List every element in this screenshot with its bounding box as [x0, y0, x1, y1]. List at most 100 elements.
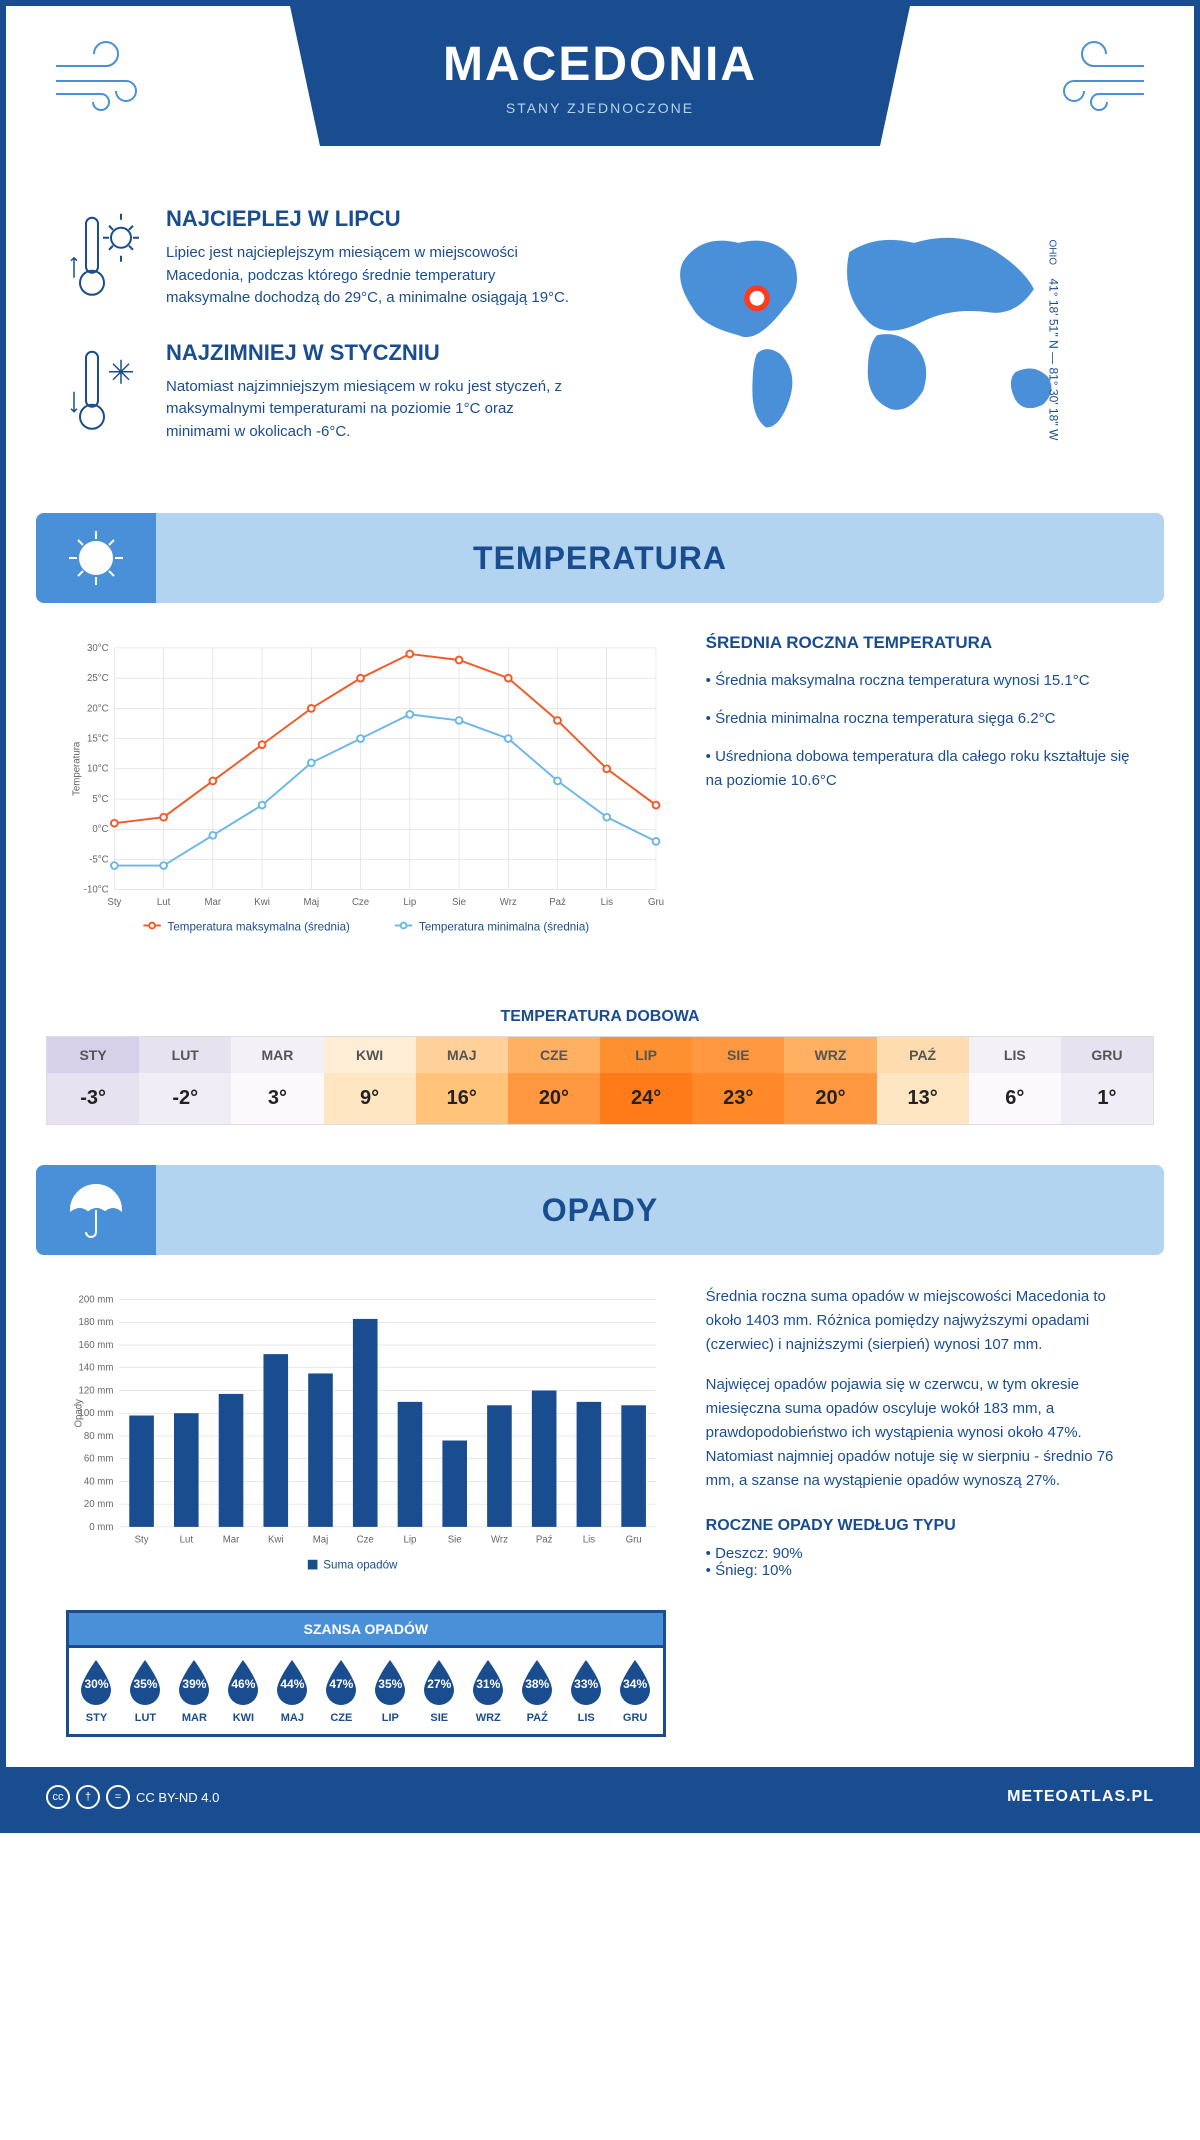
daily-value: 23°	[692, 1073, 784, 1124]
thermometer-hot-icon	[66, 206, 146, 310]
chance-cell: 34% GRU	[612, 1658, 659, 1724]
daily-month: CZE	[508, 1037, 600, 1073]
drop-icon: 34%	[614, 1658, 656, 1706]
svg-text:10°C: 10°C	[87, 764, 109, 775]
chance-value: 34%	[623, 1677, 647, 1691]
svg-text:Cze: Cze	[357, 1534, 374, 1545]
chance-cell: 35% LUT	[122, 1658, 169, 1724]
precip-chart-box: 0 mm20 mm40 mm60 mm80 mm100 mm120 mm140 …	[66, 1285, 666, 1737]
svg-text:120 mm: 120 mm	[79, 1385, 114, 1396]
chance-cell: 46% KWI	[220, 1658, 267, 1724]
svg-text:20°C: 20°C	[87, 703, 109, 714]
svg-text:40 mm: 40 mm	[84, 1476, 114, 1487]
chance-row: 30% STY 35% LUT 39% MAR 46% KWI 44% MAJ …	[66, 1645, 666, 1737]
chance-month: SIE	[430, 1712, 448, 1724]
cc-icon: cc	[46, 1785, 70, 1809]
daily-month: KWI	[324, 1037, 416, 1073]
nd-icon: =	[106, 1785, 130, 1809]
chance-month: STY	[86, 1712, 107, 1724]
svg-text:Maj: Maj	[304, 897, 320, 908]
daily-cell: MAJ 16°	[416, 1037, 508, 1124]
footer: cc † = CC BY-ND 4.0 METEOATLAS.PL	[6, 1767, 1194, 1827]
daily-value: 3°	[231, 1073, 323, 1124]
thermometer-cold-icon	[66, 340, 146, 444]
svg-text:Temperatura maksymalna (średni: Temperatura maksymalna (średnia)	[168, 920, 350, 933]
svg-text:Sty: Sty	[107, 897, 121, 908]
daily-month: SIE	[692, 1037, 784, 1073]
svg-text:Wrz: Wrz	[500, 897, 517, 908]
precip-type-title: ROCZNE OPADY WEDŁUG TYPU	[706, 1517, 1134, 1535]
daily-month: LIS	[969, 1037, 1061, 1073]
page-title: MACEDONIA	[443, 37, 757, 92]
svg-text:Lis: Lis	[601, 897, 614, 908]
daily-cell: CZE 20°	[508, 1037, 600, 1124]
chance-month: GRU	[623, 1712, 647, 1724]
daily-month: MAR	[231, 1037, 323, 1073]
svg-text:200 mm: 200 mm	[79, 1294, 114, 1305]
daily-cell: LUT -2°	[139, 1037, 231, 1124]
chance-month: MAJ	[281, 1712, 304, 1724]
svg-text:Kwi: Kwi	[254, 897, 270, 908]
daily-value: 13°	[877, 1073, 969, 1124]
cc-license: cc † = CC BY-ND 4.0	[46, 1785, 219, 1809]
temp-info-title: ŚREDNIA ROCZNA TEMPERATURA	[706, 633, 1134, 653]
svg-text:Cze: Cze	[352, 897, 369, 908]
cold-text: Natomiast najzimniejszym miesiącem w rok…	[166, 376, 580, 444]
page: MACEDONIA STANY ZJEDNOCZONE NAJCIEPLEJ W…	[0, 0, 1200, 1833]
chance-cell: 31% WRZ	[465, 1658, 512, 1724]
svg-text:Lut: Lut	[180, 1534, 194, 1545]
hot-title: NAJCIEPLEJ W LIPCU	[166, 206, 580, 232]
daily-value: 6°	[969, 1073, 1061, 1124]
chance-cell: 27% SIE	[416, 1658, 463, 1724]
drop-icon: 39%	[173, 1658, 215, 1706]
state-label: OHIO	[1047, 239, 1058, 265]
svg-text:-10°C: -10°C	[84, 885, 109, 896]
daily-value: 1°	[1061, 1073, 1153, 1124]
cc-label: CC BY-ND 4.0	[136, 1790, 219, 1805]
daily-value: 24°	[600, 1073, 692, 1124]
svg-text:0 mm: 0 mm	[89, 1522, 113, 1533]
precip-content: 0 mm20 mm40 mm60 mm80 mm100 mm120 mm140 …	[6, 1255, 1194, 1767]
coordinates: OHIO 41° 18' 51'' N — 81° 30' 18'' W	[1047, 239, 1061, 440]
sun-icon-box	[36, 513, 156, 603]
intro-facts: NAJCIEPLEJ W LIPCU Lipiec jest najcieple…	[66, 206, 580, 473]
chance-box: SZANSA OPADÓW 30% STY 35% LUT 39% MAR 46…	[66, 1610, 666, 1737]
chance-cell: 35% LIP	[367, 1658, 414, 1724]
hot-text: Lipiec jest najcieplejszym miesiącem w m…	[166, 242, 580, 310]
daily-cell: PAŹ 13°	[877, 1037, 969, 1124]
precip-info: Średnia roczna suma opadów w miejscowośc…	[706, 1285, 1134, 1737]
daily-cell: MAR 3°	[231, 1037, 323, 1124]
drop-icon: 27%	[418, 1658, 460, 1706]
svg-text:Mar: Mar	[205, 897, 222, 908]
temp-bullet: • Uśredniona dobowa temperatura dla całe…	[706, 745, 1134, 793]
by-icon: †	[76, 1785, 100, 1809]
daily-month: GRU	[1061, 1037, 1153, 1073]
svg-text:15°C: 15°C	[87, 733, 109, 744]
daily-cell: WRZ 20°	[784, 1037, 876, 1124]
svg-text:180 mm: 180 mm	[79, 1317, 114, 1328]
daily-month: MAJ	[416, 1037, 508, 1073]
chance-value: 38%	[525, 1677, 549, 1691]
svg-text:Opady: Opady	[73, 1399, 84, 1428]
temp-content: -10°C-5°C0°C5°C10°C15°C20°C25°C30°CStyLu…	[6, 603, 1194, 988]
temp-bullet: • Średnia maksymalna roczna temperatura …	[706, 669, 1134, 693]
chance-month: LIS	[578, 1712, 595, 1724]
header-banner: MACEDONIA STANY ZJEDNOCZONE	[320, 6, 880, 146]
svg-text:Sty: Sty	[135, 1534, 149, 1545]
chance-month: LUT	[135, 1712, 156, 1724]
svg-text:Suma opadów: Suma opadów	[323, 1558, 398, 1571]
precip-section-header: OPADY	[36, 1165, 1164, 1255]
temp-section-title: TEMPERATURA	[473, 540, 727, 577]
svg-text:Sie: Sie	[452, 897, 466, 908]
precip-bar-chart: 0 mm20 mm40 mm60 mm80 mm100 mm120 mm140 …	[66, 1285, 666, 1585]
chance-month: CZE	[330, 1712, 352, 1724]
chance-value: 35%	[378, 1677, 402, 1691]
daily-value: -3°	[47, 1073, 139, 1124]
svg-text:Lis: Lis	[583, 1534, 596, 1545]
umbrella-icon-box	[36, 1165, 156, 1255]
hot-fact: NAJCIEPLEJ W LIPCU Lipiec jest najcieple…	[66, 206, 580, 310]
chance-value: 35%	[133, 1677, 157, 1691]
chance-cell: 39% MAR	[171, 1658, 218, 1724]
daily-cell: GRU 1°	[1061, 1037, 1153, 1124]
svg-text:Gru: Gru	[626, 1534, 642, 1545]
